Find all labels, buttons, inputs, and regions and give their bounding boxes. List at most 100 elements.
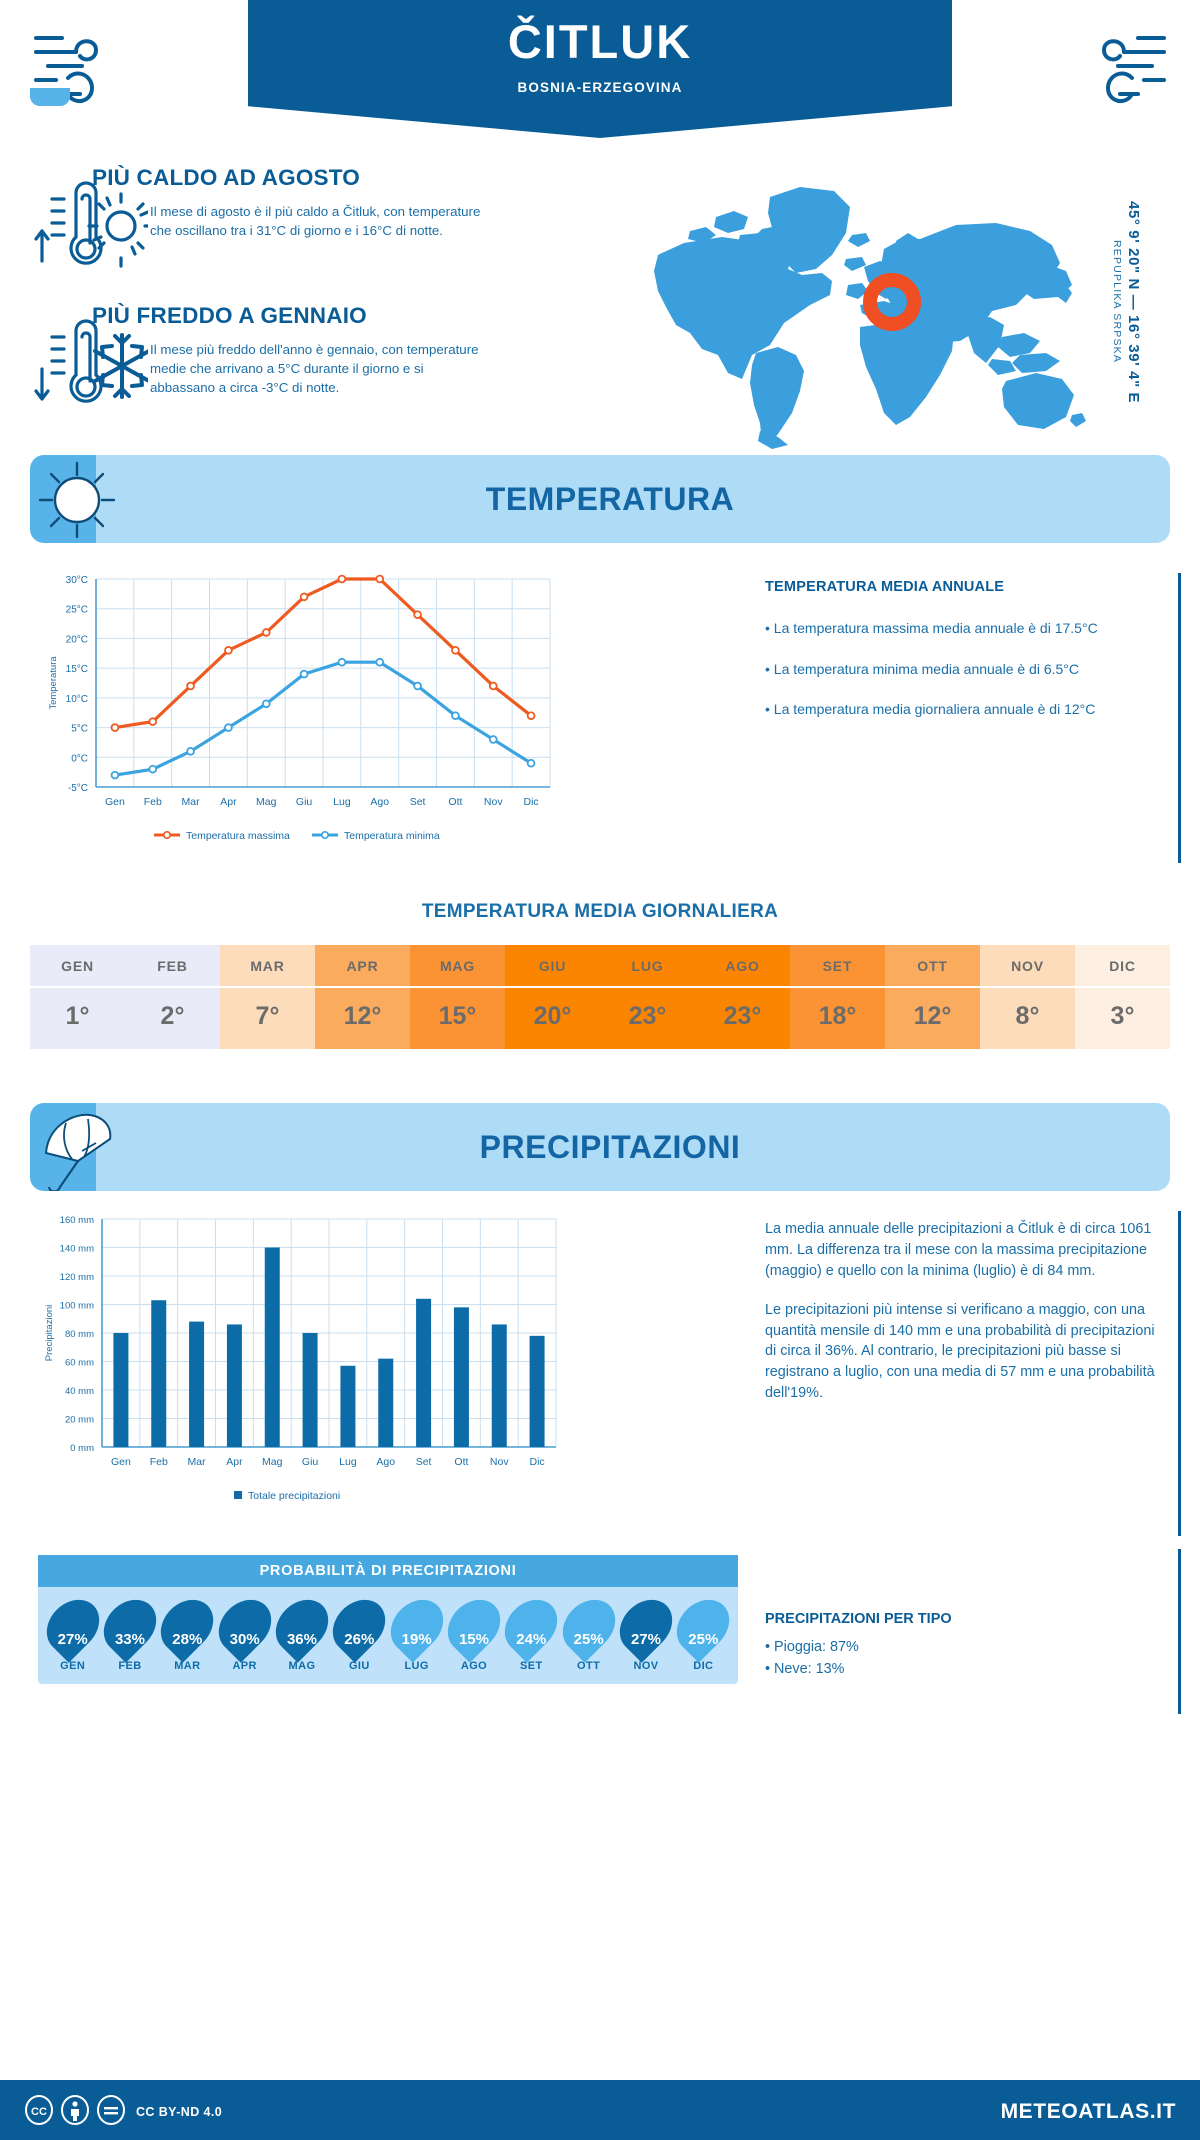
brand-label: METEOATLAS.IT: [1000, 2100, 1176, 2123]
table-month-value: 23°: [695, 986, 790, 1049]
svg-text:0°C: 0°C: [71, 753, 88, 764]
probability-drop-cell: 27% NOV: [609, 1589, 683, 1672]
water-drop-icon: 27%: [609, 1589, 683, 1663]
svg-text:Giu: Giu: [296, 796, 313, 808]
license-label: CC BY-ND 4.0: [136, 2105, 223, 2119]
region-label: REPUPLIKA SRPSKA: [1111, 240, 1123, 364]
svg-text:Ott: Ott: [448, 796, 462, 808]
svg-text:Set: Set: [416, 1456, 432, 1468]
probability-drop-cell: 26% GIU: [322, 1589, 397, 1672]
probability-month-label: FEB: [118, 1660, 142, 1672]
wind-swirl-icon-right: [1068, 18, 1178, 113]
svg-text:Mar: Mar: [188, 1456, 207, 1468]
precipitation-summary-panel: La media annuale delle precipitazioni a …: [765, 1219, 1165, 1422]
coordinates-block: REPUPLIKA SRPSKA 45° 9' 20" N — 16° 39' …: [1111, 167, 1142, 437]
precipitation-paragraph-2: Le precipitazioni più intense si verific…: [765, 1301, 1155, 1402]
probability-value: 19%: [401, 1631, 432, 1648]
table-month-value: 18°: [790, 986, 885, 1049]
water-drop-icon: 24%: [494, 1589, 569, 1663]
svg-text:140 mm: 140 mm: [60, 1244, 94, 1255]
page-title: ČITLUK: [507, 15, 693, 68]
svg-text:Dic: Dic: [523, 796, 538, 808]
header-banner: [248, 0, 952, 138]
probability-drop-cell: 25% DIC: [666, 1589, 741, 1672]
table-month-header: DIC: [1075, 945, 1170, 986]
table-month-value: 12°: [885, 986, 980, 1049]
svg-text:25°C: 25°C: [66, 605, 88, 616]
temperature-line-chart: -5°C 0°C 5°C 10°C 15°C 20°C 25°C 30°C Gen Feb Mar A…: [42, 569, 562, 864]
table-month-value: 20°: [505, 986, 600, 1049]
table-month-header: NOV: [980, 945, 1075, 986]
svg-text:Dic: Dic: [529, 1456, 544, 1468]
temperature-banner: TEMPERATURA: [30, 455, 1170, 543]
svg-text:Apr: Apr: [226, 1456, 243, 1468]
temperature-bullet-max: • La temperatura massima media annuale è…: [765, 620, 1098, 636]
svg-text:Mag: Mag: [262, 1456, 283, 1468]
probability-value: 25%: [688, 1631, 719, 1648]
banner-notch-precip: [30, 88, 70, 106]
sun-icon: [38, 461, 116, 543]
svg-text:Gen: Gen: [105, 796, 125, 808]
world-map: REPUPLIKA SRPSKA 45° 9' 20" N — 16° 39' …: [600, 159, 1160, 449]
svg-text:Lug: Lug: [333, 796, 351, 808]
probability-value: 27%: [57, 1631, 88, 1648]
probability-drop-cell: 25% OTT: [551, 1589, 626, 1672]
svg-text:Gen: Gen: [111, 1456, 131, 1468]
license-icons: CC: [24, 2094, 126, 2130]
probability-value: 30%: [229, 1631, 260, 1648]
country-label: BOSNIA-ERZEGOVINA: [517, 80, 683, 95]
probability-drop-cell: 30% APR: [207, 1589, 282, 1672]
precipitation-banner-title: PRECIPITAZIONI: [479, 1128, 741, 1165]
svg-text:Ago: Ago: [376, 1456, 395, 1468]
nd-equals-icon: [96, 2094, 126, 2130]
water-drop-icon: 27%: [35, 1589, 110, 1663]
svg-text:Apr: Apr: [220, 796, 237, 808]
probability-value: 36%: [286, 1631, 317, 1648]
highlights-section: PIÙ CALDO AD AGOSTO: [0, 155, 1200, 455]
probability-drop-cell: 28% MAR: [150, 1589, 225, 1672]
probability-drop-cell: 24% SET: [494, 1589, 569, 1672]
highlight-coldest: PIÙ FREDDO A GENNAIO: [30, 303, 490, 419]
precipitation-type-panel: PRECIPITAZIONI PER TIPO • Pioggia: 87% •…: [765, 1611, 1165, 1681]
svg-text:Feb: Feb: [150, 1456, 168, 1468]
table-month-header: GEN: [30, 945, 125, 986]
svg-text:10°C: 10°C: [66, 694, 88, 705]
probability-month-label: SET: [520, 1660, 543, 1672]
probability-month-label: APR: [232, 1660, 257, 1672]
svg-text:160 mm: 160 mm: [60, 1215, 94, 1226]
table-month-value: 12°: [315, 986, 410, 1049]
probability-month-label: DIC: [693, 1660, 714, 1672]
panel-divider-prob: [1178, 1549, 1181, 1714]
svg-text:Temperatura minima: Temperatura minima: [344, 830, 440, 842]
panel-divider-precip: [1178, 1211, 1181, 1536]
probability-month-label: LUG: [404, 1660, 429, 1672]
svg-text:15°C: 15°C: [66, 664, 88, 675]
svg-text:Temperatura massima: Temperatura massima: [186, 830, 290, 842]
temperature-bullet-avg: • La temperatura media giornaliera annua…: [765, 701, 1096, 718]
svg-text:Giu: Giu: [302, 1456, 319, 1468]
highlight-hottest-title: PIÙ CALDO AD AGOSTO: [92, 165, 360, 190]
svg-text:Ago: Ago: [370, 796, 389, 808]
probability-value: 15%: [458, 1631, 489, 1648]
water-drop-icon: 26%: [322, 1589, 397, 1663]
probability-value: 26%: [344, 1631, 375, 1648]
table-month-value: 7°: [220, 986, 315, 1049]
thermometer-snowflake-icon: [30, 307, 150, 419]
probability-section: PROBABILITÀ DI PRECIPITAZIONI 27% GEN 33% F…: [0, 1549, 1200, 1724]
table-month-value: 3°: [1075, 986, 1170, 1049]
svg-text:Nov: Nov: [484, 796, 503, 808]
temperature-summary-panel: TEMPERATURA MEDIA ANNUALE • La temperatu…: [765, 579, 1165, 741]
probability-month-label: GEN: [60, 1660, 86, 1672]
svg-text:20 mm: 20 mm: [65, 1415, 94, 1426]
water-drop-icon: 36%: [265, 1589, 339, 1663]
highlight-coldest-text: Il mese più freddo dell'anno è gennaio, …: [150, 342, 479, 395]
temperature-chart-section: -5°C 0°C 5°C 10°C 15°C 20°C 25°C 30°C Gen Feb Mar A…: [0, 569, 1200, 889]
probability-drop-cell: 19% LUG: [379, 1589, 454, 1672]
water-drop-icon: 30%: [207, 1589, 282, 1663]
umbrella-icon: [38, 1109, 116, 1191]
probability-month-label: NOV: [633, 1660, 659, 1672]
table-month-header: AGO: [695, 945, 790, 986]
table-month-header: MAR: [220, 945, 315, 986]
svg-text:Nov: Nov: [490, 1456, 509, 1468]
